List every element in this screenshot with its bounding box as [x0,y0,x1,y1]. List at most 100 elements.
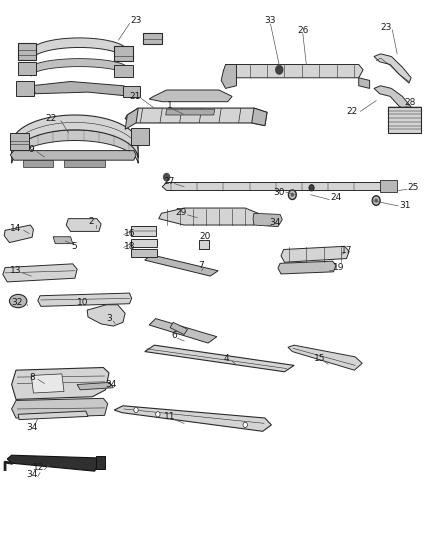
Text: 27: 27 [163,177,175,186]
Polygon shape [374,86,411,112]
Text: 1: 1 [167,101,173,110]
Bar [389,107,421,133]
Polygon shape [145,345,294,372]
Polygon shape [22,160,53,166]
Polygon shape [31,374,64,393]
Polygon shape [87,305,125,326]
Polygon shape [3,264,77,282]
Text: 3: 3 [106,314,112,323]
Text: 17: 17 [341,246,352,255]
Polygon shape [223,64,363,78]
Bar [114,46,133,61]
Text: 23: 23 [131,17,142,26]
Circle shape [374,198,378,203]
Text: 10: 10 [77,298,88,307]
Polygon shape [159,208,258,225]
Text: 28: 28 [405,98,416,107]
Text: 16: 16 [124,229,135,238]
Bar [131,239,157,247]
Text: 4: 4 [224,354,230,363]
Bar [131,226,156,236]
Text: 15: 15 [314,354,325,363]
Text: 5: 5 [71,243,77,252]
Circle shape [155,411,160,417]
Text: 13: 13 [10,266,21,275]
Circle shape [276,66,283,74]
Polygon shape [11,151,136,160]
Text: 9: 9 [28,145,34,154]
Text: 25: 25 [408,183,419,192]
Text: 18: 18 [124,242,135,251]
Bar [11,133,28,150]
Polygon shape [281,246,349,262]
Bar [143,33,162,44]
Circle shape [243,422,247,427]
Polygon shape [170,322,187,335]
Text: 34: 34 [269,219,281,228]
Circle shape [163,173,170,181]
Circle shape [288,190,296,199]
Polygon shape [31,82,141,96]
Text: 24: 24 [330,193,342,202]
Bar [131,128,149,146]
Polygon shape [7,455,99,471]
Text: 31: 31 [399,201,410,211]
Polygon shape [166,109,215,115]
Polygon shape [252,108,267,126]
Text: 23: 23 [380,23,392,32]
Bar [131,249,157,257]
Polygon shape [66,219,101,231]
Polygon shape [4,225,33,243]
Polygon shape [12,398,108,418]
Text: 19: 19 [333,263,345,272]
Polygon shape [149,90,232,102]
Text: 21: 21 [130,92,141,101]
Text: 34: 34 [26,471,38,479]
Bar [18,62,35,75]
Polygon shape [162,182,385,190]
Text: 34: 34 [105,380,117,389]
Text: 2: 2 [89,217,94,227]
Circle shape [134,407,138,413]
Text: 8: 8 [29,373,35,382]
Polygon shape [125,108,138,130]
Text: 26: 26 [297,26,308,35]
Polygon shape [31,38,127,61]
Polygon shape [53,237,73,244]
Polygon shape [114,406,272,431]
Text: 7: 7 [198,261,204,270]
Circle shape [290,192,294,197]
Text: 11: 11 [164,413,176,422]
Polygon shape [253,213,283,227]
Text: 22: 22 [45,114,57,123]
Polygon shape [77,382,113,390]
Bar [96,456,105,469]
Bar [199,240,209,249]
Text: 34: 34 [26,423,38,432]
Polygon shape [221,64,237,88]
Ellipse shape [10,294,27,308]
Polygon shape [18,411,88,419]
Text: 33: 33 [265,17,276,26]
Text: 30: 30 [273,188,285,197]
Bar [114,65,133,77]
Polygon shape [145,255,218,276]
Polygon shape [374,54,411,83]
Text: 22: 22 [346,107,358,116]
Polygon shape [12,115,138,158]
Polygon shape [125,108,267,126]
Text: 12: 12 [33,463,45,472]
Polygon shape [38,293,132,306]
Text: 20: 20 [199,232,211,241]
Polygon shape [359,78,370,88]
Bar [123,86,141,98]
Bar [18,43,35,60]
Bar [380,180,397,192]
Circle shape [309,184,314,191]
Text: 32: 32 [11,298,23,307]
Polygon shape [149,319,217,343]
Polygon shape [31,59,127,76]
Bar [16,82,34,96]
Polygon shape [288,345,362,370]
Text: 14: 14 [10,224,21,233]
